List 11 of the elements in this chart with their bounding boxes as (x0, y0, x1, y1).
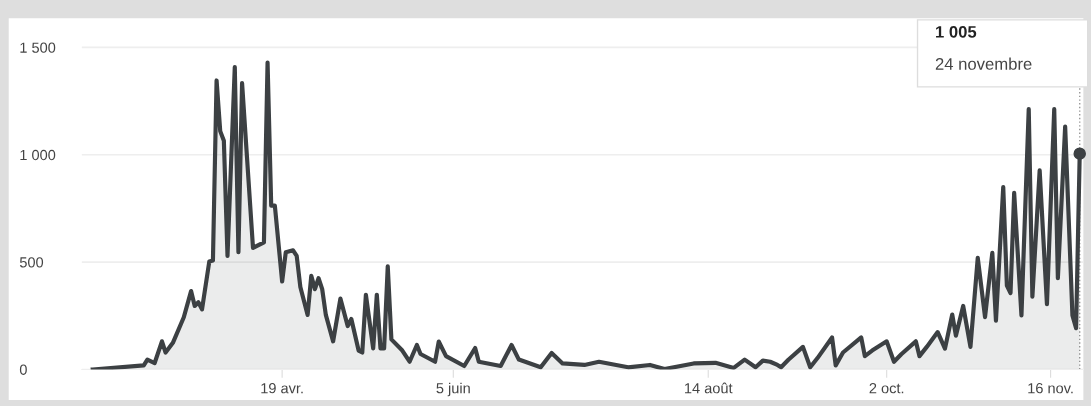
x-tick-label: 14 août (685, 382, 733, 394)
x-tick-label: 19 avr. (261, 383, 303, 394)
y-tick-label: 1 000 (20, 149, 56, 161)
x-tick-label: 16 nov. (1028, 383, 1073, 394)
annotation: 1 005 (936, 25, 977, 38)
x-tick-label: 2 oct. (869, 383, 904, 394)
annotation: 24 novembre (935, 57, 1032, 70)
y-tick-label: 500 (19, 257, 44, 268)
y-tick-label: 0 (19, 364, 27, 375)
y-tick-label: 1 500 (20, 42, 56, 53)
x-tick-label: 5 juin (436, 382, 470, 397)
